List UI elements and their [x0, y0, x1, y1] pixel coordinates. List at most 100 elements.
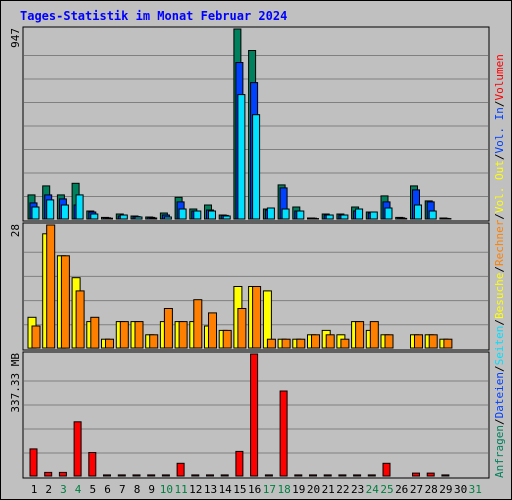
legend-entry: Vol. In: [493, 107, 506, 153]
legend-separator: /: [493, 213, 506, 220]
panel-bottom: 337.33 MB: [9, 351, 490, 479]
bar-volumen: [412, 472, 420, 477]
x-tick-label: 8: [134, 483, 141, 496]
bar-volumen: [264, 474, 273, 477]
x-tick-label: 20: [307, 483, 320, 496]
legend-entry: Besuche: [493, 273, 506, 319]
bar-rechner: [325, 334, 335, 349]
bar-volumen: [161, 474, 170, 477]
x-tick-label: 7: [119, 483, 126, 496]
bar-volumen: [426, 472, 435, 477]
x-tick-label: 29: [439, 483, 452, 496]
bar-seiten: [384, 207, 393, 220]
bar-seiten: [281, 208, 290, 220]
panel-top: 947: [9, 26, 490, 222]
x-tick-label: 10: [160, 483, 173, 496]
bar-rechner: [384, 334, 394, 349]
bar-rechner: [311, 334, 320, 349]
legend-separator: /: [493, 266, 506, 273]
legend-separator: /: [493, 153, 506, 160]
bar-rechner: [178, 321, 188, 349]
legend-entry: Seiten: [493, 326, 506, 366]
x-tick-label: 31: [469, 483, 482, 496]
bar-volumen: [132, 474, 141, 477]
right-legend: Anfragen/Dateien/Seiten/Besuche/Rechner/…: [493, 54, 506, 478]
x-tick-label: 19: [292, 483, 305, 496]
bar-seiten: [60, 204, 69, 220]
bar-seiten: [149, 217, 158, 220]
x-tick-label: 4: [75, 483, 82, 496]
x-tick-label: 24: [366, 483, 380, 496]
bar-rechner: [355, 321, 365, 349]
bar-seiten: [119, 214, 128, 220]
legend-entry: Vol. Out: [493, 160, 506, 213]
x-tick-label: 30: [454, 483, 467, 496]
bar-seiten: [208, 210, 216, 220]
x-tick-label: 9: [148, 483, 155, 496]
bar-seiten: [178, 208, 187, 220]
bar-volumen: [176, 462, 185, 477]
x-tick-label: 27: [410, 483, 423, 496]
bar-rechner: [222, 329, 232, 349]
x-tick-label: 15: [233, 483, 246, 496]
bar-rechner: [105, 338, 114, 349]
bar-volumen: [103, 474, 111, 477]
bar-volumen: [147, 474, 156, 477]
bar-volumen: [117, 474, 126, 477]
bar-seiten: [193, 210, 202, 220]
bar-rechner: [75, 290, 85, 349]
legend-entry: Anfragen: [493, 425, 506, 478]
bar-rechner: [46, 224, 56, 349]
bar-rechner: [252, 286, 262, 349]
bar-rechner: [90, 316, 100, 349]
bar-rechner: [134, 321, 144, 349]
bar-seiten: [399, 217, 408, 220]
bar-rechner: [163, 308, 173, 349]
bar-volumen: [73, 421, 82, 477]
bar-rechner: [340, 338, 350, 349]
bar-volumen: [279, 390, 288, 477]
bar-volumen: [88, 452, 97, 477]
bar-seiten: [222, 215, 231, 220]
bar-seiten: [414, 204, 422, 220]
bar-rechner: [443, 338, 453, 349]
bar-volumen: [235, 450, 244, 477]
bar-volumen: [29, 448, 38, 477]
x-axis-day-labels: 1 2 3 4 5 6 7 8 9 10 11 12 13 14 15 16 17 18 19 20 21 22 23 24 2…: [31, 483, 482, 496]
bar-rechner: [237, 308, 247, 349]
x-tick-label: 14: [219, 483, 233, 496]
bar-volumen: [250, 353, 259, 477]
bar-seiten: [31, 206, 40, 220]
panel-middle-bars: [27, 224, 453, 349]
panel-bottom-bars: [29, 353, 450, 477]
bar-rechner: [60, 255, 70, 349]
legend-separator: /: [493, 365, 506, 372]
bar-rechner: [119, 321, 129, 349]
bar-rechner: [296, 338, 306, 349]
bar-seiten: [75, 194, 84, 220]
bar-rechner: [193, 299, 203, 349]
legend-entry: Rechner: [493, 219, 506, 266]
bar-seiten: [163, 216, 172, 220]
x-tick-label: 13: [204, 483, 217, 496]
chart-title: Tages-Statistik im Monat Februar 2024: [20, 9, 287, 23]
panel-middle-ymax-label: 28: [9, 224, 22, 237]
bar-volumen: [382, 462, 391, 477]
bar-volumen: [353, 474, 362, 477]
x-tick-label: 22: [336, 483, 349, 496]
bar-seiten: [296, 210, 305, 220]
bar-rechner: [31, 325, 41, 349]
bar-seiten: [325, 214, 334, 220]
x-tick-label: 11: [174, 483, 187, 496]
bar-rechner: [266, 338, 276, 349]
legend-separator: /: [493, 418, 506, 425]
x-tick-label: 21: [322, 483, 335, 496]
bar-volumen: [220, 474, 229, 477]
bar-volumen: [294, 474, 303, 477]
bar-rechner: [281, 338, 291, 349]
bar-volumen: [309, 474, 317, 477]
bar-seiten: [46, 199, 55, 220]
bar-seiten: [134, 216, 143, 220]
bar-volumen: [338, 474, 347, 477]
legend-entry: Dateien: [493, 372, 506, 418]
